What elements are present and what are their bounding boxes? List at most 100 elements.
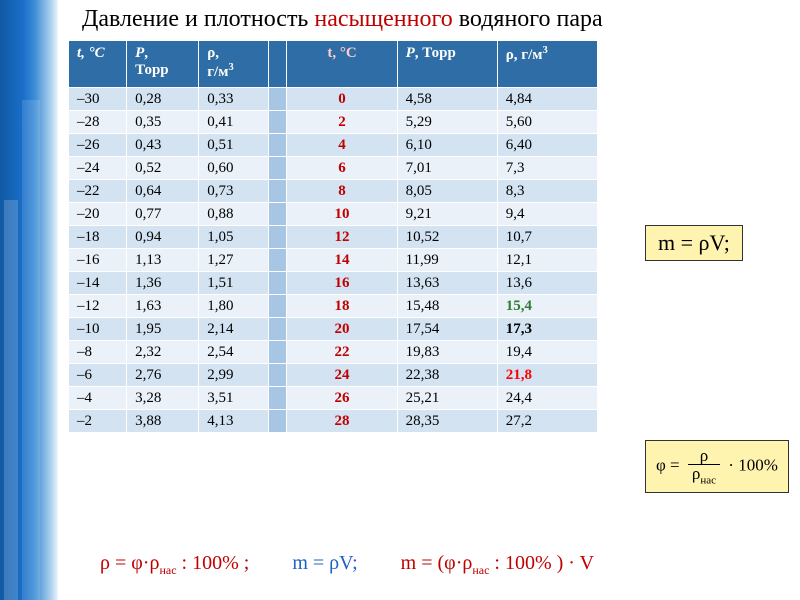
table-cell: 12 [287, 226, 397, 249]
table-cell: –4 [69, 387, 127, 410]
table-cell: –30 [69, 88, 127, 111]
table-cell: 10,7 [497, 226, 597, 249]
table-cell: –18 [69, 226, 127, 249]
page-title: Давление и плотность насыщенного водяног… [82, 6, 800, 33]
table-cell: 4,84 [497, 88, 597, 111]
table-spacer-cell [269, 88, 287, 111]
table-row: –141,361,511613,6313,6 [69, 272, 598, 295]
table-cell: 7,01 [397, 157, 497, 180]
table-spacer-cell [269, 180, 287, 203]
table-cell: 22 [287, 341, 397, 364]
table-cell: –20 [69, 203, 127, 226]
table-spacer-cell [269, 111, 287, 134]
phi-suffix: · 100% [728, 456, 778, 475]
table-cell: 2,14 [199, 318, 269, 341]
col-rho-left: ρ,г/м3 [199, 41, 269, 88]
table-cell: 17,3 [497, 318, 597, 341]
table-spacer-cell [269, 157, 287, 180]
table-cell: 2,54 [199, 341, 269, 364]
table-cell: 16 [287, 272, 397, 295]
table-cell: 6,40 [497, 134, 597, 157]
table-cell: 0 [287, 88, 397, 111]
table-cell: 10,52 [397, 226, 497, 249]
table-spacer-cell [269, 249, 287, 272]
table-cell: 24 [287, 364, 397, 387]
table-cell: 24,4 [497, 387, 597, 410]
table-cell: 28 [287, 410, 397, 433]
table-row: –121,631,801815,4815,4 [69, 295, 598, 318]
table-cell: –24 [69, 157, 127, 180]
table-spacer-cell [269, 364, 287, 387]
table-cell: 22,38 [397, 364, 497, 387]
table-cell: 3,88 [127, 410, 199, 433]
title-after: водяного пара [453, 6, 603, 32]
table-spacer-cell [269, 134, 287, 157]
phi-prefix: φ = [656, 456, 680, 475]
formula-mass: m = ρV; [658, 230, 730, 255]
table-cell: 0,52 [127, 157, 199, 180]
table-cell: 2,76 [127, 364, 199, 387]
table-row: –180,941,05 1210,5210,7 [69, 226, 598, 249]
bottom-seg-3: m = (φ·ρнас : 100% ) · V [401, 552, 594, 574]
table-cell: –12 [69, 295, 127, 318]
col-t-left: t, °C [69, 41, 127, 88]
table-cell: –28 [69, 111, 127, 134]
table-cell: 0,43 [127, 134, 199, 157]
table-spacer-cell [269, 387, 287, 410]
table-cell: 1,05 [199, 226, 269, 249]
table-cell: 8,05 [397, 180, 497, 203]
table-row: –200,770,88109,219,4 [69, 203, 598, 226]
table-row: –240,520,60 67,017,3 [69, 157, 598, 180]
table-cell: 21,8 [497, 364, 597, 387]
table-cell: –10 [69, 318, 127, 341]
table-cell: 11,99 [397, 249, 497, 272]
table-cell: 1,80 [199, 295, 269, 318]
table-cell: 1,63 [127, 295, 199, 318]
table-spacer-cell [269, 226, 287, 249]
table-cell: 12,1 [497, 249, 597, 272]
table-cell: 15,48 [397, 295, 497, 318]
table-cell: 0,64 [127, 180, 199, 203]
col-rho-right: ρ, г/м3 [497, 41, 597, 88]
table-cell: –6 [69, 364, 127, 387]
table-cell: 0,77 [127, 203, 199, 226]
table-cell: 10 [287, 203, 397, 226]
table-spacer-cell [269, 295, 287, 318]
table-cell: 3,51 [199, 387, 269, 410]
table-cell: 1,27 [199, 249, 269, 272]
table-cell: 0,60 [199, 157, 269, 180]
table-cell: 4,13 [199, 410, 269, 433]
table-cell: 8 [287, 180, 397, 203]
table-cell: 0,51 [199, 134, 269, 157]
table-cell: 4 [287, 134, 397, 157]
table-cell: 0,35 [127, 111, 199, 134]
bottom-formulas: ρ = φ·ρнас : 100% ; m = ρV; m = (φ·ρнас … [100, 552, 800, 578]
table-cell: 1,36 [127, 272, 199, 295]
table-cell: –22 [69, 180, 127, 203]
table-cell: 9,4 [497, 203, 597, 226]
table-cell: 2,32 [127, 341, 199, 364]
bottom-seg-2: m = ρV; [292, 552, 357, 574]
col-p-left: P,Торр [127, 41, 199, 88]
table-row: –43,283,512625,2124,4 [69, 387, 598, 410]
table-row: –62,762,992422,3821,8 [69, 364, 598, 387]
table-spacer-cell [269, 272, 287, 295]
table-cell: 5,60 [497, 111, 597, 134]
table-cell: 17,54 [397, 318, 497, 341]
table-cell: 6 [287, 157, 397, 180]
table-cell: 0,94 [127, 226, 199, 249]
table-cell: 0,33 [199, 88, 269, 111]
table-row: –300,280,3304,584,84 [69, 88, 598, 111]
table-cell: 15,4 [497, 295, 597, 318]
table-cell: 0,88 [199, 203, 269, 226]
table-cell: 5,29 [397, 111, 497, 134]
table-cell: 1,51 [199, 272, 269, 295]
title-before: Давление и плотность [82, 6, 314, 32]
table-spacer-cell [269, 410, 287, 433]
formula-phi-box: φ = ρ ρнас · 100% [645, 440, 789, 493]
table-cell: 7,3 [497, 157, 597, 180]
table-cell: 4,58 [397, 88, 497, 111]
table-cell: 13,6 [497, 272, 597, 295]
table-cell: 3,28 [127, 387, 199, 410]
decorative-left-strip [0, 0, 58, 600]
